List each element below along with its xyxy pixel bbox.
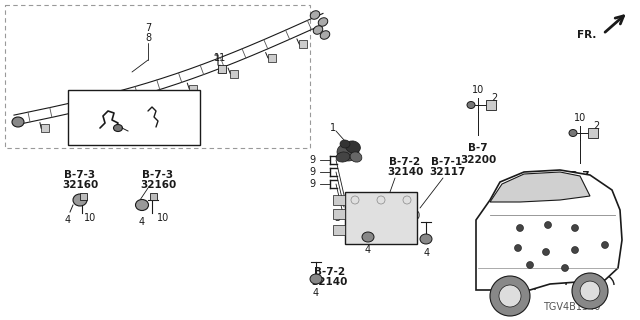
- Ellipse shape: [310, 11, 320, 19]
- Circle shape: [499, 285, 521, 307]
- Text: B-7-1: B-7-1: [431, 157, 463, 167]
- Bar: [68, 90, 200, 145]
- Text: 4: 4: [139, 217, 145, 227]
- Text: 9: 9: [309, 179, 315, 189]
- Bar: [333, 225, 345, 235]
- Ellipse shape: [340, 140, 350, 148]
- Ellipse shape: [12, 117, 24, 127]
- Bar: [189, 85, 197, 93]
- Ellipse shape: [350, 152, 362, 162]
- Polygon shape: [490, 172, 590, 202]
- Bar: [80, 193, 87, 200]
- Text: 10: 10: [472, 85, 484, 95]
- Circle shape: [572, 273, 608, 309]
- Bar: [588, 128, 598, 138]
- Circle shape: [580, 281, 600, 301]
- Bar: [333, 209, 345, 219]
- Ellipse shape: [318, 18, 328, 26]
- Text: 32140: 32140: [312, 277, 348, 287]
- Ellipse shape: [569, 130, 577, 137]
- Bar: [110, 108, 118, 116]
- Text: 6: 6: [79, 109, 85, 119]
- Text: 1: 1: [330, 123, 336, 133]
- Polygon shape: [476, 170, 622, 290]
- Bar: [486, 100, 496, 110]
- Bar: [333, 195, 345, 205]
- Circle shape: [490, 276, 530, 316]
- Text: B-7-2: B-7-2: [367, 225, 399, 235]
- Text: 10: 10: [84, 213, 96, 223]
- Circle shape: [572, 246, 579, 253]
- Circle shape: [527, 261, 534, 268]
- Circle shape: [602, 242, 609, 249]
- Text: 4: 4: [365, 245, 371, 255]
- Ellipse shape: [113, 124, 122, 132]
- Text: 7: 7: [145, 23, 151, 33]
- Text: 10: 10: [574, 113, 586, 123]
- Circle shape: [545, 221, 552, 228]
- Bar: [300, 40, 307, 48]
- Ellipse shape: [362, 232, 374, 242]
- Text: 4: 4: [424, 248, 430, 258]
- Text: B-7-3: B-7-3: [65, 170, 95, 180]
- Text: 8: 8: [145, 33, 151, 43]
- Circle shape: [515, 244, 522, 252]
- Bar: [268, 54, 276, 62]
- Circle shape: [516, 225, 524, 231]
- Bar: [345, 192, 417, 244]
- Bar: [5, 5, 310, 148]
- Ellipse shape: [420, 234, 432, 244]
- Ellipse shape: [73, 194, 87, 206]
- Text: TGV4B1340: TGV4B1340: [543, 302, 600, 312]
- Bar: [230, 69, 238, 77]
- Ellipse shape: [310, 274, 322, 284]
- Ellipse shape: [313, 26, 323, 34]
- Ellipse shape: [346, 141, 360, 153]
- Text: 32160: 32160: [62, 180, 98, 190]
- Text: 32117: 32117: [429, 167, 465, 177]
- Circle shape: [561, 265, 568, 271]
- Text: 9: 9: [309, 155, 315, 165]
- Bar: [148, 98, 156, 106]
- Text: 3: 3: [334, 213, 340, 223]
- Text: 4: 4: [313, 288, 319, 298]
- Bar: [218, 65, 226, 73]
- Text: 2: 2: [593, 121, 599, 131]
- Text: 10: 10: [157, 213, 169, 223]
- Text: 32140: 32140: [387, 167, 423, 177]
- Ellipse shape: [136, 199, 148, 211]
- Text: FR.: FR.: [577, 30, 596, 40]
- Circle shape: [543, 249, 550, 255]
- Text: B-7-2: B-7-2: [389, 157, 420, 167]
- Text: B-7-2: B-7-2: [314, 267, 346, 277]
- Text: 32200: 32200: [562, 183, 598, 193]
- Text: 4: 4: [65, 215, 71, 225]
- Circle shape: [572, 225, 579, 231]
- Text: 2: 2: [491, 93, 497, 103]
- Text: 12: 12: [119, 127, 131, 137]
- Text: 11: 11: [214, 53, 226, 63]
- Text: 10: 10: [350, 210, 362, 220]
- Ellipse shape: [336, 152, 350, 162]
- Ellipse shape: [320, 31, 330, 39]
- Text: 32140: 32140: [365, 235, 401, 245]
- Ellipse shape: [337, 143, 359, 161]
- Text: B-7: B-7: [570, 171, 590, 181]
- Text: B-7: B-7: [468, 143, 488, 153]
- Text: 12: 12: [149, 95, 161, 105]
- Text: B-7-3: B-7-3: [143, 170, 173, 180]
- Bar: [72, 117, 81, 125]
- Text: 32160: 32160: [140, 180, 176, 190]
- Text: 32200: 32200: [460, 155, 496, 165]
- Text: 10: 10: [409, 211, 421, 221]
- Text: 9: 9: [309, 167, 315, 177]
- Text: 5: 5: [79, 101, 85, 111]
- Bar: [150, 193, 157, 200]
- Bar: [41, 124, 49, 132]
- Ellipse shape: [467, 101, 475, 108]
